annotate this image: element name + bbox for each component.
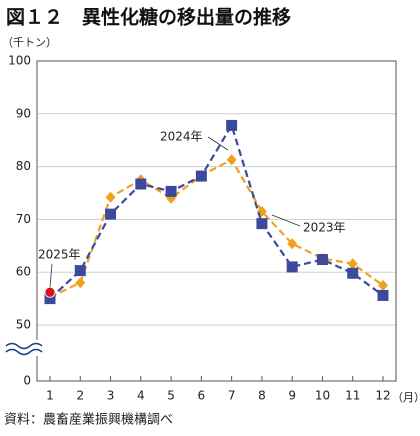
square-marker <box>286 261 298 273</box>
x-tick-label: 1 <box>46 389 54 403</box>
x-tick-label: 9 <box>288 389 296 403</box>
y-tick-label: 100 <box>8 54 31 68</box>
leader-line <box>49 263 53 288</box>
leader-line <box>271 214 301 227</box>
square-marker <box>226 119 238 131</box>
x-tick-label: 7 <box>228 389 236 403</box>
diamond-marker <box>105 191 116 203</box>
series-label: 2025年 <box>38 248 81 262</box>
square-marker <box>347 267 359 279</box>
square-marker <box>377 289 389 301</box>
circle-marker <box>44 286 56 298</box>
x-tick-label: 10 <box>315 389 330 403</box>
x-tick-label: 11 <box>345 389 360 403</box>
y-tick-label: 60 <box>16 265 31 279</box>
series-label: 2023年 <box>303 221 346 235</box>
square-marker <box>316 254 328 266</box>
square-marker <box>44 293 56 305</box>
x-tick-label: 12 <box>375 389 390 403</box>
x-tick-label: 4 <box>137 389 145 403</box>
x-tick-label: 8 <box>258 389 266 403</box>
axis-break <box>5 342 43 350</box>
y-tick-label: 90 <box>16 106 31 120</box>
chart-title: 図１２ 異性化糖の移出量の推移 <box>6 6 291 29</box>
square-marker <box>105 208 117 220</box>
diamond-marker <box>75 277 86 289</box>
square-marker <box>256 218 268 230</box>
square-marker <box>74 265 86 277</box>
leader-line <box>207 136 229 151</box>
square-marker <box>165 185 177 197</box>
square-marker <box>135 178 147 190</box>
diamond-marker <box>378 279 388 291</box>
y-tick-label: 0 <box>23 374 31 388</box>
y-tick-label: 50 <box>16 318 31 332</box>
plot-frame <box>36 60 397 382</box>
series-label: 2024年 <box>160 130 203 144</box>
x-tick-label: 3 <box>107 389 115 403</box>
diamond-marker <box>287 238 298 250</box>
y-tick-label: 70 <box>16 212 31 226</box>
x-tick-label: 2 <box>76 389 84 403</box>
diamond-marker <box>226 154 237 166</box>
square-marker <box>195 170 207 182</box>
x-tick-label: 5 <box>167 389 175 403</box>
diamond-marker <box>347 258 358 270</box>
x-axis-label: （月） <box>392 391 420 404</box>
x-tick-label: 6 <box>198 389 206 403</box>
axis-break <box>5 348 43 356</box>
y-axis-label: （千トン） <box>2 36 57 49</box>
source-note: 資料：農畜産業振興機構調べ <box>4 412 173 428</box>
y-tick-label: 80 <box>16 159 31 173</box>
